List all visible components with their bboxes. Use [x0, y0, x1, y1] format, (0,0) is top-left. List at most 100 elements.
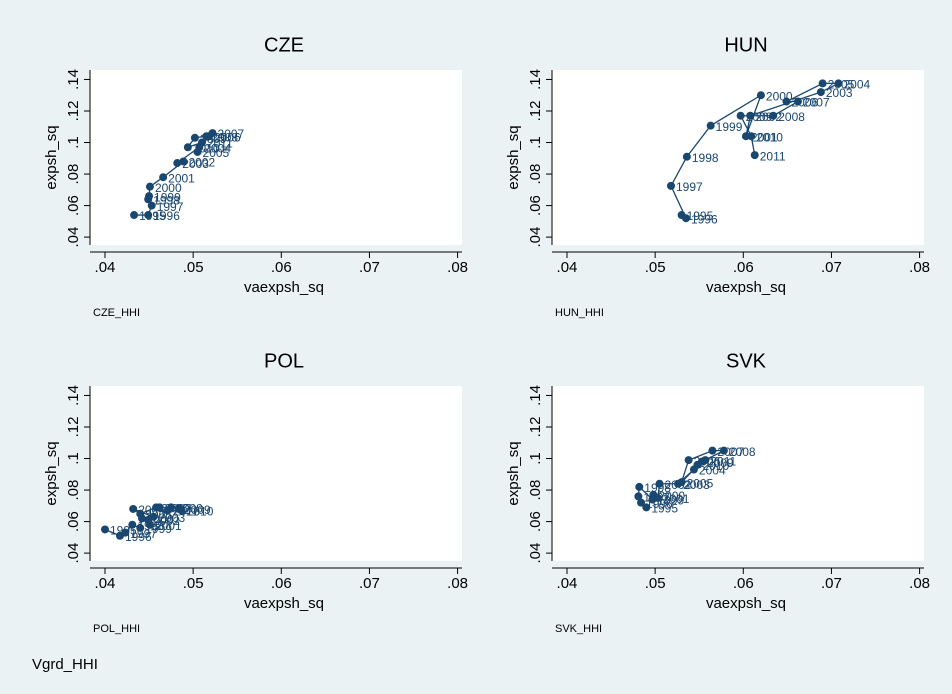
panel-title: CZE: [264, 34, 304, 56]
marker: [145, 182, 154, 191]
y-tick-label: .14: [527, 385, 544, 406]
marker: [746, 111, 755, 120]
marker: [183, 143, 192, 152]
x-tick-label: .04: [557, 575, 578, 592]
x-tick-label: .07: [821, 259, 842, 276]
x-tick-label: .07: [359, 259, 380, 276]
marker: [782, 97, 791, 106]
x-axis-title: vaexpsh_sq: [706, 279, 786, 296]
x-tick-label: .05: [645, 575, 666, 592]
y-tick-label: .12: [65, 417, 82, 438]
marker: [750, 151, 759, 160]
y-tick-label: .08: [527, 480, 544, 501]
marker: [190, 133, 199, 142]
marker: [834, 79, 843, 88]
point-label: 2001: [751, 130, 778, 144]
marker: [128, 520, 137, 529]
marker: [719, 446, 728, 455]
x-tick-label: .08: [909, 259, 930, 276]
x-tick-label: .07: [359, 575, 380, 592]
marker: [693, 460, 702, 469]
marker: [129, 504, 138, 513]
marker: [147, 201, 156, 210]
y-tick-label: .1: [65, 136, 82, 149]
point-label: 1996: [691, 212, 718, 226]
y-tick-label: .1: [527, 136, 544, 149]
y-tick-label: .1: [65, 452, 82, 465]
marker: [816, 88, 825, 97]
marker: [121, 528, 130, 537]
point-label: 2011: [760, 149, 786, 163]
panel-subtitle: CZE_HHI: [93, 307, 140, 319]
marker: [100, 525, 109, 534]
marker: [684, 456, 693, 465]
point-label: 2011: [173, 505, 199, 519]
plot-area: [552, 386, 924, 561]
point-label: 2006: [214, 130, 241, 144]
point-label: 2009: [707, 456, 734, 470]
y-tick-label: .12: [65, 101, 82, 122]
panel-title: POL: [264, 350, 304, 372]
x-tick-label: .08: [909, 575, 930, 592]
x-tick-label: .05: [183, 575, 204, 592]
marker: [681, 214, 690, 223]
point-label: 2001: [663, 492, 690, 506]
note: Vgrd_HHI: [32, 656, 98, 673]
point-label: 2007: [803, 96, 830, 110]
y-tick-label: .06: [527, 195, 544, 216]
point-label: 2002: [153, 514, 180, 528]
y-tick-label: .12: [527, 101, 544, 122]
marker: [177, 506, 186, 515]
x-tick-label: .06: [733, 575, 754, 592]
x-tick-label: .06: [733, 259, 754, 276]
x-tick-label: .08: [447, 575, 468, 592]
y-tick-label: .04: [527, 543, 544, 564]
marker: [197, 138, 206, 147]
marker: [635, 482, 644, 491]
marker: [136, 523, 145, 532]
point-label: 2000: [658, 489, 685, 503]
plot-area: [90, 386, 462, 561]
point-label: 2005: [687, 476, 714, 490]
point-label: 1995: [687, 209, 714, 223]
marker: [159, 173, 168, 182]
y-tick-label: .14: [65, 385, 82, 406]
point-label: 2009: [184, 503, 211, 517]
x-tick-label: .04: [95, 575, 116, 592]
point-label: 2009: [200, 132, 227, 146]
y-tick-label: .06: [527, 511, 544, 532]
y-tick-label: .04: [65, 227, 82, 248]
panel-subtitle: POL_HHI: [93, 623, 140, 635]
y-tick-label: .08: [527, 164, 544, 185]
marker: [701, 456, 710, 465]
x-tick-label: .05: [183, 259, 204, 276]
y-tick-label: .04: [527, 227, 544, 248]
point-label: 2008: [778, 110, 805, 124]
marker: [144, 211, 153, 220]
panel-title: HUN: [724, 34, 767, 56]
point-label: 1997: [130, 527, 157, 541]
marker: [756, 91, 765, 100]
x-tick-label: .04: [557, 259, 578, 276]
x-tick-label: .05: [645, 259, 666, 276]
point-label: 1999: [716, 120, 743, 134]
point-label: 2011: [207, 137, 233, 151]
marker: [202, 132, 211, 141]
y-axis-title: expsh_sq: [43, 441, 60, 505]
marker: [769, 111, 778, 120]
marker: [736, 111, 745, 120]
point-label: 1999: [154, 190, 181, 204]
point-label: 2008: [211, 130, 238, 144]
x-tick-label: .06: [271, 259, 292, 276]
point-label: 1997: [676, 180, 703, 194]
point-label: 1996: [125, 530, 152, 544]
point-label: 2005: [828, 78, 855, 92]
y-axis-title: expsh_sq: [505, 441, 522, 505]
marker: [179, 157, 188, 166]
y-axis-title: expsh_sq: [505, 125, 522, 189]
marker: [208, 129, 217, 138]
x-tick-label: .06: [271, 575, 292, 592]
point-label: 2000: [155, 181, 182, 195]
point-label: 2004: [699, 464, 726, 478]
marker: [193, 147, 202, 156]
